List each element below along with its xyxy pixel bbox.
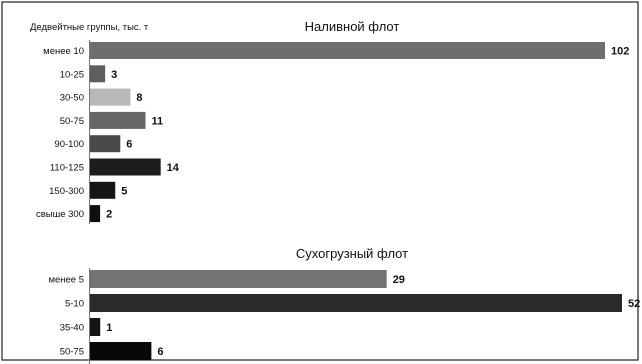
dry-cargo-value-label: 52 <box>628 298 640 310</box>
tanker-bar <box>90 111 146 129</box>
tanker-category-label: 10-25 <box>60 69 84 80</box>
dry-cargo-bar <box>90 294 622 312</box>
tanker-category-label: 110-125 <box>50 163 84 174</box>
dry-cargo-category-label: 5-10 <box>65 299 84 310</box>
tanker-bar <box>90 65 106 83</box>
tanker-bar <box>90 158 161 176</box>
dry-cargo-value-label: 29 <box>393 274 405 286</box>
tanker-value-label: 14 <box>167 162 180 174</box>
dry-cargo-category-label: 35-40 <box>60 323 84 334</box>
tanker-bar <box>90 88 131 106</box>
dry-cargo-value-label: 1 <box>106 322 112 334</box>
tanker-value-label: 5 <box>121 185 127 197</box>
dry-cargo-chart-title: Сухогрузный флот <box>296 246 408 261</box>
tanker-value-label: 6 <box>126 139 132 151</box>
dry-cargo-category-label: 50-75 <box>60 347 84 358</box>
tanker-bar <box>90 205 101 223</box>
tanker-bar <box>90 42 605 59</box>
tanker-category-label: 150-300 <box>49 186 84 197</box>
tanker-category-label: 90-100 <box>54 139 84 150</box>
dry-cargo-value-label: 6 <box>157 346 163 358</box>
tanker-chart-title: Наливной флот <box>305 19 400 34</box>
dry-cargo-category-label: менее 5 <box>48 275 84 286</box>
tanker-category-label: 30-50 <box>60 93 84 104</box>
tanker-category-label: 50-75 <box>60 116 84 127</box>
tanker-value-label: 3 <box>111 69 117 81</box>
tanker-category-label: свыше 300 <box>36 209 84 220</box>
tanker-value-label: 2 <box>106 209 112 221</box>
category-axis-header: Дедвейтные группы, тыс. т <box>30 22 149 33</box>
tanker-value-label: 8 <box>136 92 142 104</box>
tanker-value-label: 11 <box>152 115 164 127</box>
dry-cargo-bar <box>90 318 101 336</box>
dry-cargo-bars: менее 5 29 5-10 52 35-40 1 50-75 6 <box>48 270 640 360</box>
tanker-category-label: менее 10 <box>43 46 84 57</box>
tanker-bar <box>90 135 121 153</box>
dry-cargo-bar <box>90 270 387 288</box>
tanker-bar <box>90 181 116 199</box>
tanker-value-label: 102 <box>611 46 629 58</box>
tanker-bars: менее 10 102 10-25 3 30-50 8 50-75 11 90-100 6 110… <box>36 42 629 223</box>
dry-cargo-bar <box>90 342 152 360</box>
